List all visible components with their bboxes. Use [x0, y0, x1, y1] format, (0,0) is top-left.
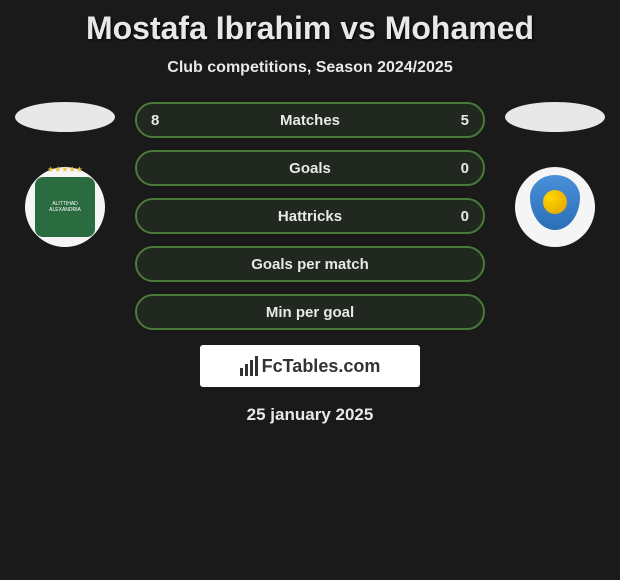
- player-left-avatar: [15, 102, 115, 132]
- stat-label: Goals per match: [171, 256, 449, 273]
- branding-text: FcTables.com: [262, 356, 381, 377]
- club-crest-left-text: ALITTIHADALEXANDRIA: [49, 201, 81, 213]
- stat-row-min-per-goal: Min per goal: [135, 294, 485, 330]
- player-right-avatar: [505, 102, 605, 132]
- chart-bars-icon: [240, 356, 258, 376]
- comparison-area: ALITTIHADALEXANDRIA 8 Matches 5 Goals 0 …: [0, 102, 620, 330]
- ball-icon: [543, 190, 567, 214]
- player-right-column: [505, 102, 605, 247]
- stat-row-goals: Goals 0: [135, 150, 485, 186]
- club-badge-right: [515, 167, 595, 247]
- stat-label: Hattricks: [171, 208, 449, 225]
- player-left-column: ALITTIHADALEXANDRIA: [15, 102, 115, 247]
- stat-label: Matches: [171, 112, 449, 129]
- shield-icon: [530, 175, 580, 230]
- stat-row-matches: 8 Matches 5: [135, 102, 485, 138]
- club-crest-right: [525, 175, 585, 240]
- club-crest-left: ALITTIHADALEXANDRIA: [35, 177, 95, 237]
- comparison-card: Mostafa Ibrahim vs Mohamed Club competit…: [0, 0, 620, 435]
- stat-right-value: 5: [449, 112, 469, 129]
- stat-row-goals-per-match: Goals per match: [135, 246, 485, 282]
- page-title: Mostafa Ibrahim vs Mohamed: [0, 10, 620, 47]
- stat-label: Min per goal: [171, 304, 449, 321]
- stat-row-hattricks: Hattricks 0: [135, 198, 485, 234]
- stat-right-value: 0: [449, 208, 469, 225]
- stat-label: Goals: [171, 160, 449, 177]
- stat-right-value: 0: [449, 160, 469, 177]
- branding-badge: FcTables.com: [200, 345, 420, 387]
- stat-left-value: 8: [151, 112, 171, 129]
- stats-column: 8 Matches 5 Goals 0 Hattricks 0 Goals pe…: [135, 102, 485, 330]
- date-label: 25 january 2025: [0, 405, 620, 425]
- subtitle: Club competitions, Season 2024/2025: [0, 59, 620, 77]
- club-badge-left: ALITTIHADALEXANDRIA: [25, 167, 105, 247]
